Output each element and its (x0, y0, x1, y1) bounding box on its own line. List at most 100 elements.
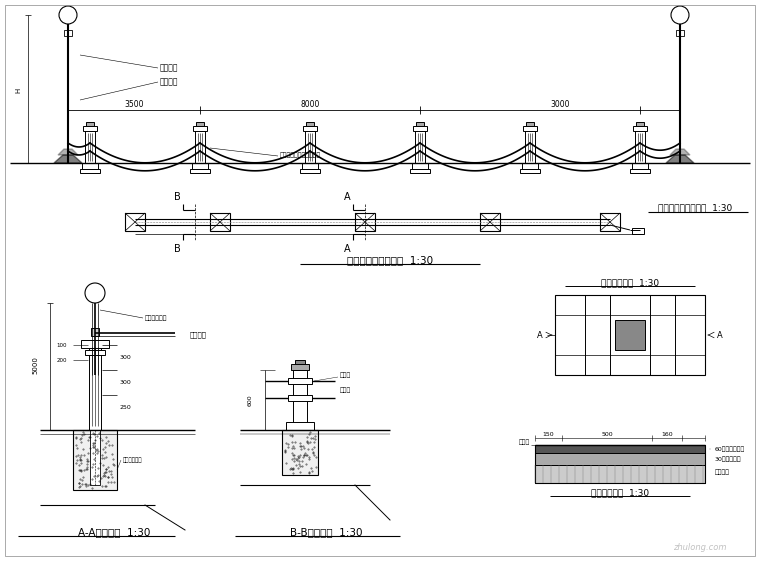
Bar (82, 163, 98, 169)
Bar (522, 163, 538, 169)
Text: 300: 300 (119, 355, 131, 360)
Bar (195, 131, 205, 163)
Text: A: A (344, 244, 350, 254)
Text: B-B护栏剪面  1:30: B-B护栏剪面 1:30 (290, 527, 363, 537)
Text: 600: 600 (248, 394, 252, 406)
Bar (525, 131, 535, 163)
Bar (64, 30, 72, 36)
Bar (413, 126, 427, 131)
Bar (412, 163, 428, 169)
Bar (288, 378, 312, 384)
Bar (676, 30, 684, 36)
Text: 素土夸实: 素土夸实 (715, 469, 730, 475)
Bar (89, 345, 101, 430)
Text: 60厘平铺青石板: 60厘平铺青石板 (715, 446, 746, 452)
Bar (355, 213, 375, 231)
Bar (633, 126, 647, 131)
Bar (535, 445, 705, 453)
Bar (286, 422, 314, 430)
Bar (83, 126, 97, 131)
Text: 5000: 5000 (32, 356, 38, 374)
Bar (415, 131, 425, 163)
Bar (635, 131, 645, 163)
Bar (80, 169, 100, 173)
Bar (90, 430, 100, 485)
Text: 100: 100 (56, 343, 67, 347)
Text: B: B (173, 244, 180, 254)
Bar (526, 122, 534, 126)
Text: A: A (717, 330, 723, 339)
Bar (535, 445, 705, 483)
Bar (535, 465, 705, 483)
Bar (632, 163, 648, 169)
Bar (632, 228, 644, 234)
Bar (91, 328, 99, 336)
Text: 500: 500 (601, 431, 613, 436)
Text: 水泵房隐白石: 水泵房隐白石 (145, 315, 167, 321)
Text: B: B (173, 192, 180, 202)
Text: 沿河护栏灯柱立面图  1:30: 沿河护栏灯柱立面图 1:30 (658, 204, 732, 213)
Bar (555, 295, 705, 375)
Text: 3500: 3500 (124, 99, 144, 108)
Text: 管式护栏: 管式护栏 (160, 77, 179, 86)
Bar (85, 350, 105, 355)
Text: 3000: 3000 (550, 99, 570, 108)
Text: 重当地桅: 重当地桅 (160, 63, 179, 72)
Bar (302, 163, 318, 169)
Bar (192, 163, 208, 169)
Text: 8000: 8000 (300, 99, 320, 108)
Polygon shape (670, 149, 690, 155)
Bar (210, 213, 230, 231)
Bar (293, 370, 307, 430)
Text: zhulong.com: zhulong.com (673, 544, 727, 553)
Polygon shape (54, 155, 82, 163)
Text: H: H (15, 88, 21, 93)
Polygon shape (58, 149, 78, 155)
Bar (73, 430, 117, 490)
Bar (282, 430, 318, 475)
Bar (86, 122, 94, 126)
Bar (480, 213, 500, 231)
Text: 地面线: 地面线 (519, 439, 530, 445)
Bar (196, 122, 204, 126)
Text: A: A (537, 330, 543, 339)
Text: 踏步图案大样  1:30: 踏步图案大样 1:30 (601, 278, 659, 287)
Bar (636, 122, 644, 126)
Text: 160: 160 (661, 431, 673, 436)
Text: 管式护栏: 管式护栏 (190, 332, 207, 338)
Text: 紧固件: 紧固件 (340, 387, 351, 393)
Bar (416, 122, 424, 126)
Text: 沿河护栏灯柱平面图  1:30: 沿河护栏灯柱平面图 1:30 (347, 255, 433, 265)
Bar (300, 169, 320, 173)
Bar (535, 453, 705, 465)
Polygon shape (666, 155, 694, 163)
Bar (288, 395, 312, 401)
Bar (306, 122, 314, 126)
Text: 踏步图路大样  1:30: 踏步图路大样 1:30 (591, 489, 649, 498)
Bar (303, 126, 317, 131)
Text: A-A灯柱剪面  1:30: A-A灯柱剪面 1:30 (78, 527, 150, 537)
Bar (520, 169, 540, 173)
Bar (305, 131, 315, 163)
Text: 200: 200 (56, 357, 67, 362)
Bar (410, 169, 430, 173)
Bar (630, 169, 650, 173)
Text: A: A (344, 192, 350, 202)
Bar (125, 213, 145, 231)
Text: 250: 250 (119, 404, 131, 410)
Bar (615, 320, 645, 350)
Bar (85, 131, 95, 163)
Text: 150: 150 (542, 431, 554, 436)
Bar (291, 364, 309, 370)
Bar (190, 169, 210, 173)
Bar (81, 340, 109, 348)
Bar (523, 126, 537, 131)
Text: 300: 300 (119, 379, 131, 384)
Bar (295, 360, 305, 364)
Bar (193, 126, 207, 131)
Bar (600, 213, 620, 231)
Text: 混凝土内基础: 混凝土内基础 (123, 457, 143, 463)
Text: 护栏连接器（适用范围）: 护栏连接器（适用范围） (280, 152, 321, 158)
Text: 30厘中沙铺垒: 30厘中沙铺垒 (715, 456, 742, 462)
Text: 连接器: 连接器 (340, 372, 351, 378)
